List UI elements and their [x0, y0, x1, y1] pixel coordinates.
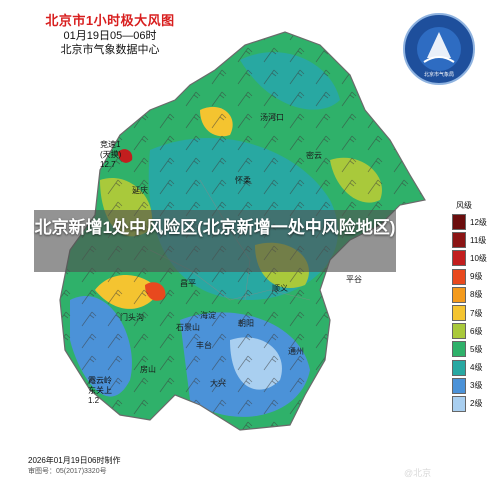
- legend-label: 2级: [470, 399, 483, 409]
- station-value: 1.2: [88, 396, 100, 405]
- station-name: 霞云岭: [88, 376, 112, 385]
- station-extra: 东关上: [88, 386, 112, 395]
- district-changping: 昌平: [180, 279, 196, 288]
- legend-item: 7级: [452, 304, 487, 322]
- district-shunyi: 顺义: [272, 284, 288, 293]
- legend-item: 2级: [452, 395, 487, 413]
- beijing-meteorological-service-logo: 北京市气象局: [403, 13, 475, 85]
- station-value: 12.7: [100, 160, 116, 169]
- map-approval-number: 审图号：05(2017)3320号: [28, 468, 107, 475]
- legend-label: 6级: [470, 326, 483, 336]
- legend-swatch: [452, 377, 466, 394]
- headline-banner: 北京新增1处中风险区(北京新增一处中风险地区): [34, 210, 396, 272]
- district-fengtai: 丰台: [196, 341, 212, 350]
- district-pinggu: 平谷: [346, 275, 362, 284]
- station-jingsu: 竞速1 (天摸) 12.7: [100, 140, 121, 170]
- legend-item: 9级: [452, 268, 487, 286]
- legend-label: 7级: [470, 308, 483, 318]
- legend-swatch: [452, 286, 466, 303]
- legend-item: 3级: [452, 377, 487, 395]
- station-extra: (天摸): [100, 150, 122, 159]
- legend-swatch: [452, 250, 466, 267]
- district-fangshan: 房山: [140, 365, 156, 374]
- district-mentougou: 门头沟: [120, 313, 144, 322]
- legend-label: 5级: [470, 344, 483, 354]
- legend-item: 10级: [452, 249, 487, 267]
- legend-swatch: [452, 341, 466, 358]
- legend-swatch: [452, 359, 466, 376]
- legend-swatch: [452, 268, 466, 285]
- wind-scale-legend: 风级 12级 11级 10级 9级 8级 7级 6级 5级 4级 3级 2级: [452, 200, 487, 413]
- legend-item: 5级: [452, 340, 487, 358]
- district-miyun: 密云: [306, 151, 322, 160]
- legend-label: 4级: [470, 363, 483, 373]
- legend-swatch: [452, 232, 466, 249]
- district-daxing: 大兴: [210, 379, 226, 388]
- made-time: 2026年01月19日06时制作: [28, 456, 121, 465]
- district-chaoyang: 朝阳: [238, 319, 254, 328]
- legend-item: 12级: [452, 213, 487, 231]
- district-tanghekou: 汤河口: [260, 113, 284, 122]
- legend-item: 8级: [452, 286, 487, 304]
- district-shijingshan: 石景山: [176, 323, 200, 332]
- legend-swatch: [452, 323, 466, 340]
- district-haidian: 海淀: [200, 311, 216, 320]
- legend-label: 11级: [470, 235, 487, 245]
- legend-label: 3级: [470, 381, 483, 391]
- legend-item: 6级: [452, 322, 487, 340]
- legend-unit: 风级: [456, 201, 472, 210]
- map-title: 北京市1小时极大风图: [45, 13, 175, 28]
- district-tongzhou: 通州: [288, 347, 304, 356]
- legend-swatch: [452, 214, 466, 231]
- legend-item: 4级: [452, 359, 487, 377]
- legend-swatch: [452, 305, 466, 322]
- map-organization: 北京市气象数据中心: [60, 44, 160, 56]
- station-xiayunling: 霞云岭 东关上 1.2: [88, 376, 112, 406]
- station-name: 竞速1: [100, 140, 121, 149]
- legend-label: 10级: [470, 253, 487, 263]
- legend-label: 8级: [470, 290, 483, 300]
- legend-item: 11级: [452, 231, 487, 249]
- legend-label: 9级: [470, 272, 483, 282]
- district-yanqing: 延庆: [132, 186, 148, 195]
- legend-swatch: [452, 395, 466, 412]
- legend-label: 12级: [470, 217, 487, 227]
- map-time-range: 01月19日05—06时: [63, 30, 157, 42]
- logo-caption: 北京市气象局: [424, 71, 454, 78]
- headline-text: 北京新增1处中风险区(北京新增一处中风险地区): [34, 218, 396, 237]
- watermark: @北京: [404, 468, 432, 478]
- district-huairou: 怀柔: [235, 176, 251, 185]
